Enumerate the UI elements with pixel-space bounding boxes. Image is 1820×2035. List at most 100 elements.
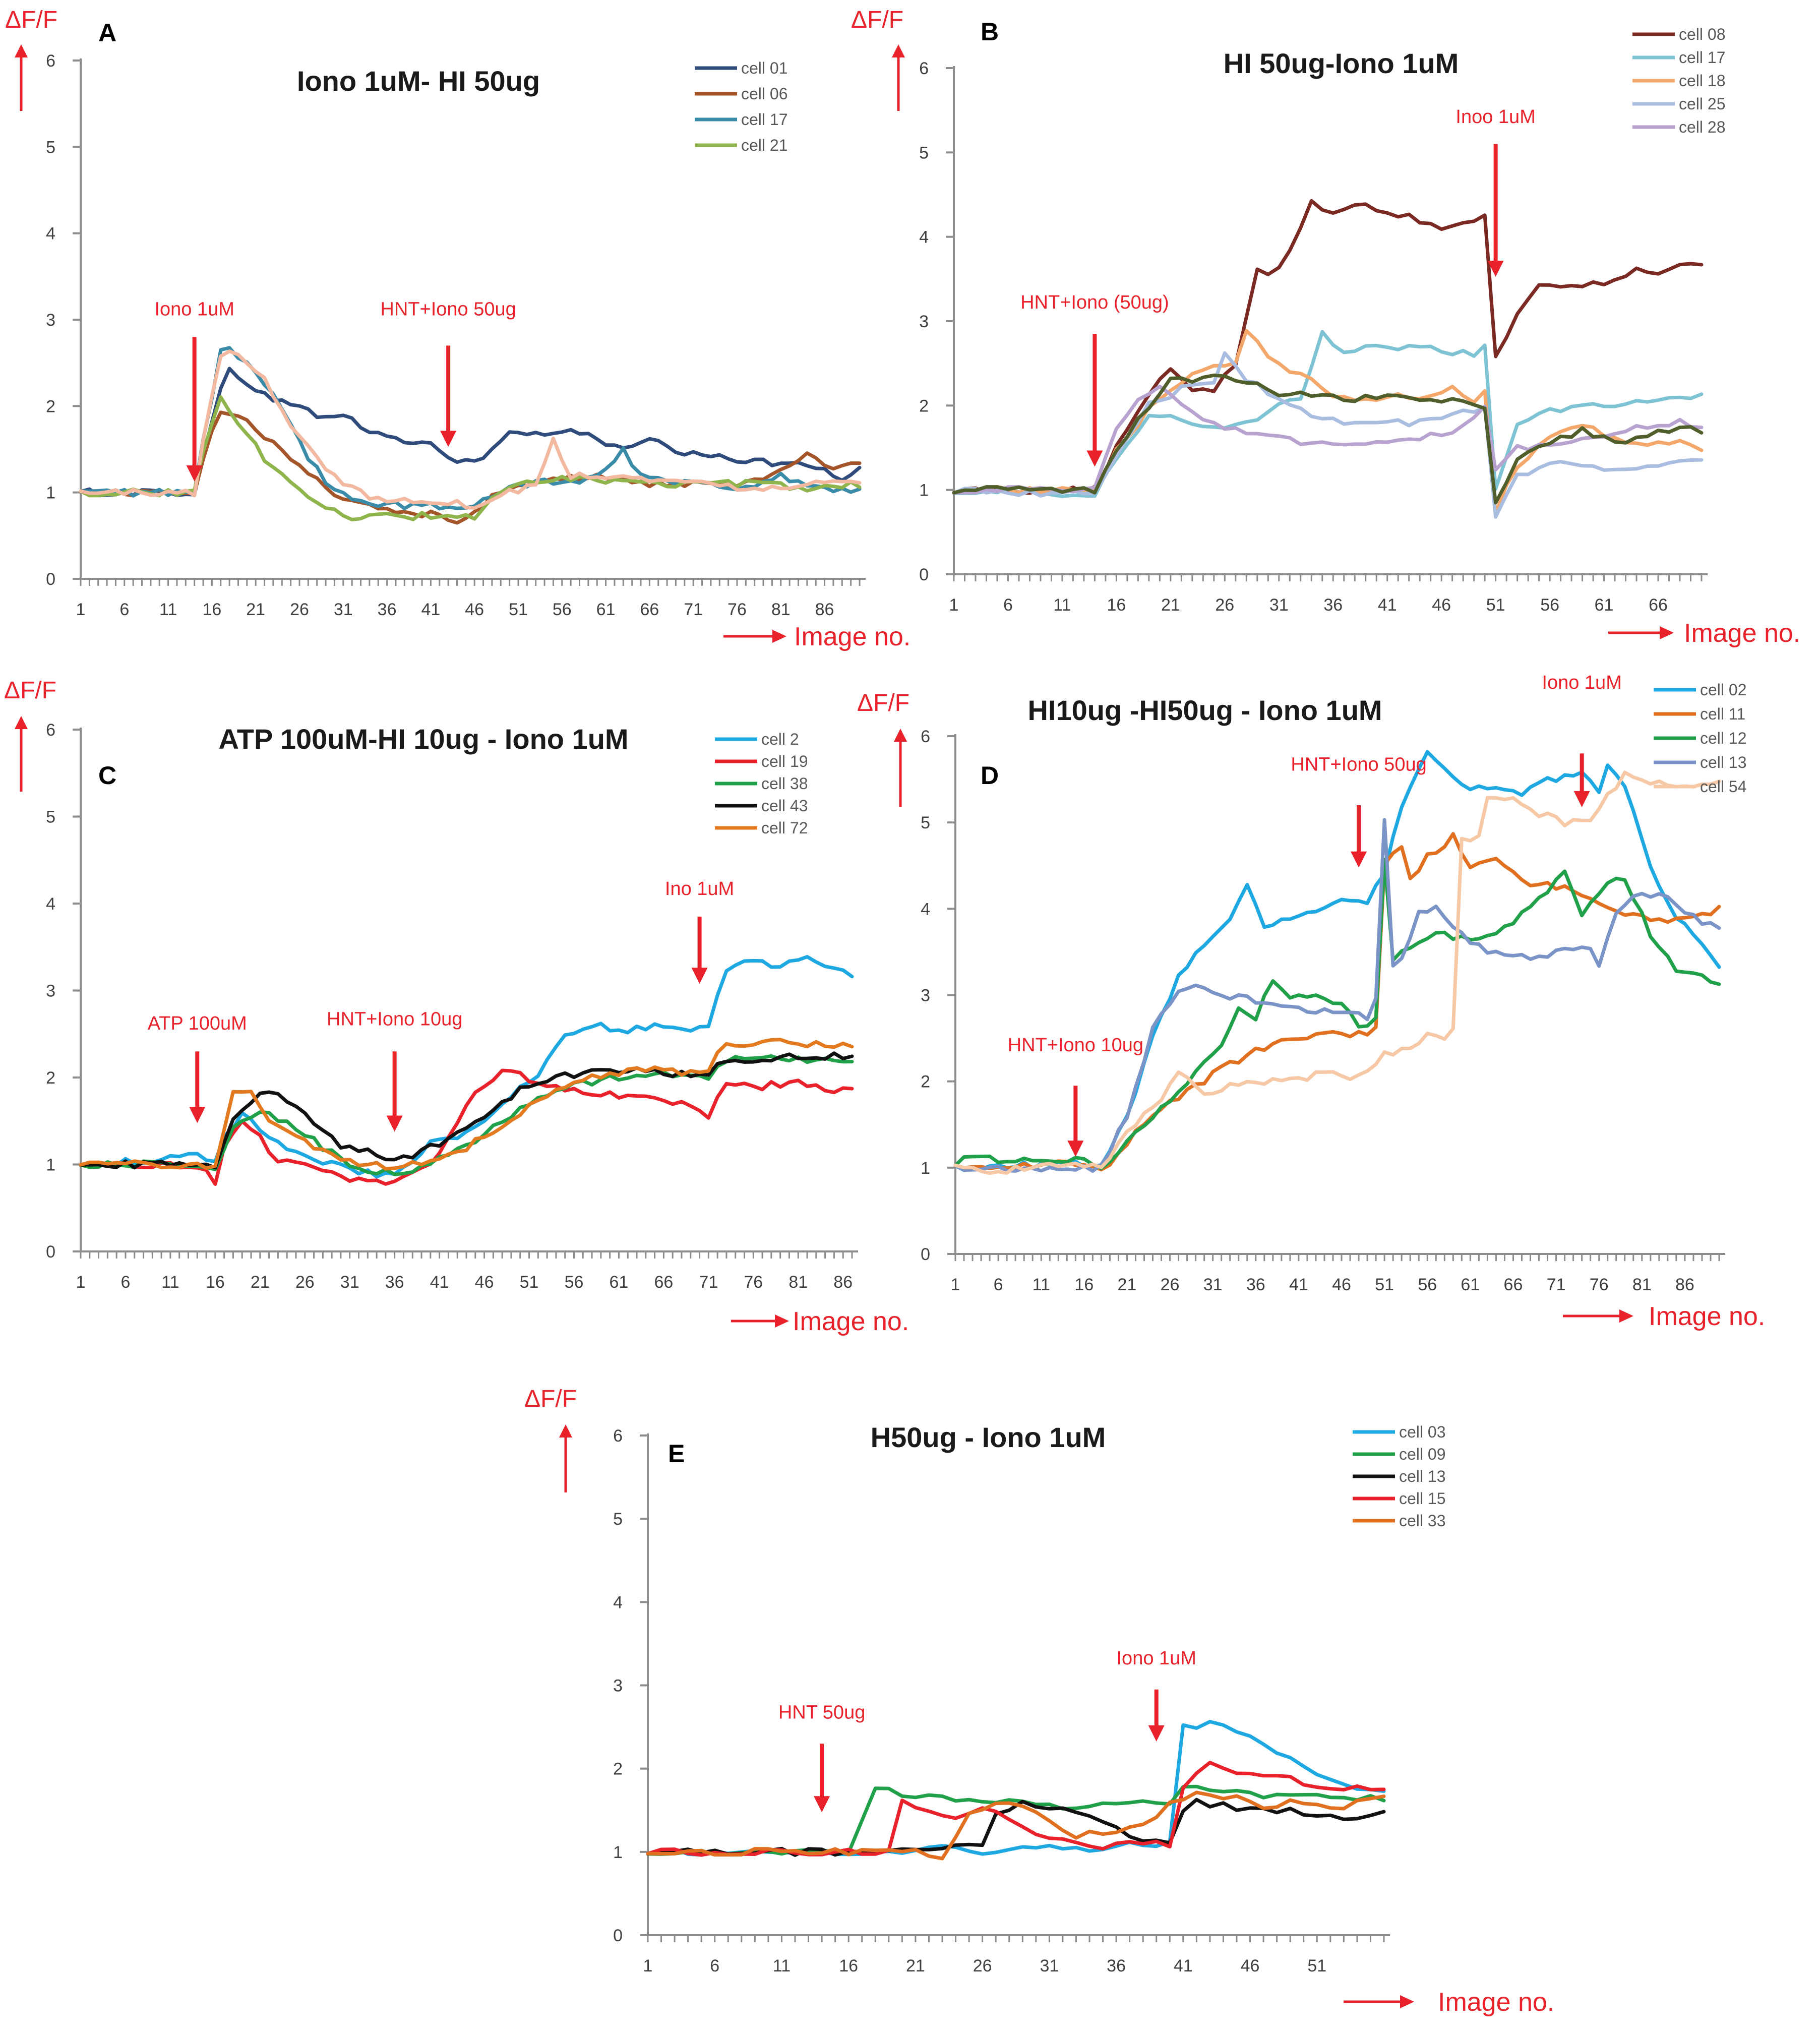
x-axis-label: Image no. [793, 1307, 909, 1336]
series-line-cell-25 [79, 349, 862, 510]
series-line-cell-30 [952, 373, 1704, 505]
legend-label: cell 06 [741, 85, 788, 103]
series-line-cell-02 [953, 750, 1721, 1172]
series-line-cell-43 [79, 1051, 854, 1170]
x-tick-label: 81 [788, 1273, 808, 1292]
series-line-cell-12 [953, 858, 1721, 1170]
x-tick-label: 41 [421, 600, 440, 619]
panel-letter: C [98, 761, 116, 790]
panel-letter: A [98, 19, 116, 47]
y-tick-label: 4 [919, 228, 929, 247]
x-tick-label: 36 [378, 600, 397, 619]
x-tick-label: 56 [1540, 595, 1559, 615]
x-axis-arrowhead [1660, 626, 1674, 639]
y-tick-label: 0 [46, 1242, 55, 1262]
y-tick-label: 5 [46, 138, 55, 157]
y-tick-label: 2 [921, 1072, 930, 1092]
x-tick-label: 21 [1118, 1275, 1137, 1294]
legend-label: cell 33 [1399, 1512, 1446, 1530]
y-axis-label: ΔF/F [524, 1386, 577, 1412]
y-tick-label: 2 [613, 1760, 623, 1779]
legend-label: cell 21 [741, 136, 788, 154]
series-line-cell-08 [952, 199, 1704, 495]
x-tick-label: 86 [833, 1273, 853, 1292]
y-tick-label: 5 [919, 143, 929, 162]
legend-label: cell 09 [1399, 1445, 1446, 1463]
x-tick-label: 46 [1241, 1956, 1260, 1976]
x-tick-label: 61 [610, 1273, 629, 1292]
y-tick-label: 0 [613, 1926, 623, 1945]
x-axis-arrowhead [1619, 1309, 1633, 1323]
legend-label: cell 13 [1700, 753, 1747, 771]
x-tick-label: 71 [699, 1273, 718, 1292]
annotation-arrowhead [386, 1115, 403, 1132]
x-tick-label: 41 [430, 1273, 449, 1292]
y-tick-label: 0 [46, 570, 55, 589]
x-tick-label: 86 [1675, 1275, 1694, 1294]
legend-label: cell 01 [741, 59, 788, 77]
annotation-arrowhead [814, 1796, 830, 1813]
x-tick-label: 21 [906, 1956, 925, 1976]
legend-label: cell 25 [1679, 95, 1726, 113]
y-tick-label: 4 [613, 1593, 623, 1612]
x-tick-label: 11 [159, 600, 177, 619]
annotation-arrowhead [1086, 450, 1103, 467]
x-tick-label: 31 [340, 1273, 359, 1292]
legend-label: cell 43 [761, 797, 808, 815]
chart-title: Iono 1uM- HI 50ug [297, 65, 540, 97]
annotation-arrowhead [691, 968, 708, 984]
annotation-label: Iono 1uM [1117, 1648, 1196, 1669]
annotation-arrowhead [1148, 1725, 1165, 1742]
y-axis-arrowhead [15, 44, 28, 57]
annotation-arrowhead [440, 431, 457, 447]
x-tick-label: 81 [771, 600, 791, 619]
x-tick-label: 6 [1003, 595, 1013, 615]
x-tick-label: 26 [295, 1273, 315, 1292]
y-tick-label: 3 [613, 1677, 623, 1696]
x-tick-label: 76 [1590, 1275, 1609, 1294]
legend-label: cell 2 [761, 730, 799, 748]
series-line-cell-18 [952, 329, 1704, 515]
legend-label: cell 02 [1700, 681, 1747, 699]
annotation-label: HNT 50ug [778, 1702, 866, 1723]
x-tick-label: 1 [951, 1275, 960, 1294]
x-tick-label: 16 [206, 1273, 225, 1292]
x-tick-label: 16 [202, 600, 221, 619]
legend-label: cell 28 [1679, 118, 1726, 136]
series-line-cell-03 [646, 1720, 1386, 1857]
annotation-label: Inoo 1uM [1455, 106, 1535, 128]
y-axis-arrowhead [894, 729, 907, 742]
x-axis-arrowhead [1400, 1995, 1414, 2008]
legend-label: cell 72 [761, 819, 808, 837]
annotation-label: Ino 1uM [665, 878, 734, 900]
x-tick-label: 16 [839, 1956, 858, 1976]
y-tick-label: 6 [613, 1426, 623, 1446]
x-tick-label: 6 [994, 1275, 1003, 1294]
y-tick-label: 3 [46, 982, 55, 1001]
y-tick-label: 2 [46, 397, 55, 416]
series-line-cell-09 [646, 1784, 1386, 1857]
series-line-cell-13 [953, 818, 1721, 1173]
y-tick-label: 2 [46, 1068, 55, 1088]
y-tick-label: 0 [921, 1245, 930, 1264]
x-tick-label: 6 [710, 1956, 719, 1976]
x-tick-label: 51 [520, 1273, 539, 1292]
series-line-cell-28 [952, 385, 1704, 495]
annotation-arrowhead [186, 465, 203, 482]
series-line-cell-33 [646, 1790, 1386, 1861]
y-tick-label: 5 [46, 808, 55, 827]
x-tick-label: 86 [815, 600, 834, 619]
chart-title: HI 50ug-Iono 1uM [1224, 47, 1459, 79]
x-tick-label: 16 [1107, 595, 1126, 615]
x-axis-label: Image no. [1684, 619, 1800, 648]
y-tick-label: 1 [46, 484, 55, 503]
legend-label: cell 13 [1399, 1467, 1446, 1485]
x-tick-label: 21 [246, 600, 265, 619]
legend-label: cell 08 [1679, 25, 1726, 43]
series-line-cell-2 [79, 955, 854, 1179]
x-tick-label: 11 [773, 1956, 791, 1976]
series-line-cell-21 [79, 395, 862, 521]
y-tick-label: 6 [46, 51, 55, 71]
y-axis-label: ΔF/F [857, 690, 909, 716]
